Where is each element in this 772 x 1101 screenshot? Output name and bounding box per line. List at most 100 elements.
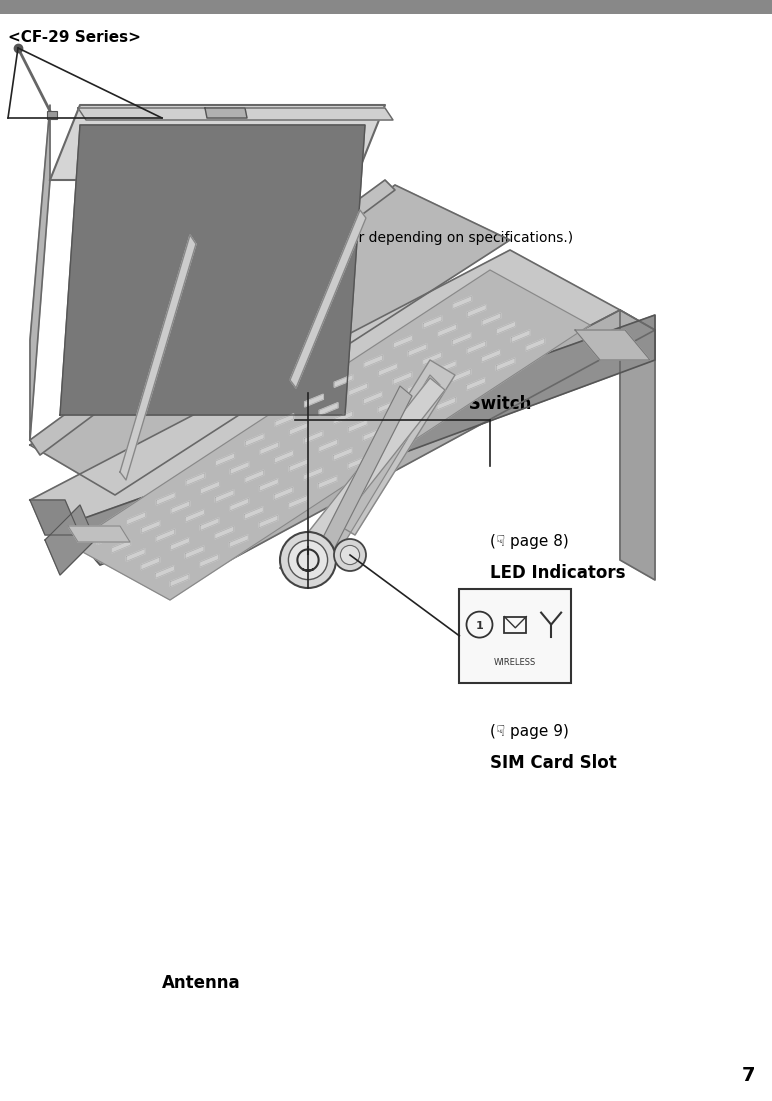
Text: <CF-29 Series>: <CF-29 Series> (8, 30, 141, 45)
Polygon shape (496, 358, 515, 371)
Polygon shape (408, 344, 427, 357)
Polygon shape (363, 428, 382, 440)
Polygon shape (259, 479, 278, 491)
Polygon shape (408, 417, 426, 429)
Polygon shape (334, 374, 353, 388)
Polygon shape (438, 324, 456, 337)
Polygon shape (185, 510, 205, 522)
Polygon shape (452, 369, 471, 382)
Polygon shape (229, 535, 248, 547)
Polygon shape (230, 498, 249, 511)
Polygon shape (408, 380, 426, 393)
Polygon shape (466, 378, 486, 390)
Polygon shape (200, 555, 218, 567)
Polygon shape (423, 316, 442, 328)
Polygon shape (364, 355, 383, 368)
Polygon shape (78, 108, 393, 120)
Polygon shape (215, 490, 234, 502)
Polygon shape (157, 492, 175, 505)
Polygon shape (275, 414, 293, 426)
Polygon shape (156, 566, 174, 578)
Polygon shape (349, 383, 367, 395)
Text: (☟ page 8): (☟ page 8) (266, 364, 345, 380)
Polygon shape (330, 375, 440, 550)
Polygon shape (60, 126, 365, 415)
Polygon shape (127, 512, 145, 525)
Polygon shape (526, 338, 544, 351)
Polygon shape (319, 439, 337, 451)
Polygon shape (45, 505, 95, 575)
Polygon shape (171, 501, 190, 513)
Polygon shape (171, 537, 189, 550)
Text: 1: 1 (476, 621, 483, 631)
Polygon shape (201, 481, 219, 494)
Polygon shape (334, 411, 353, 424)
Circle shape (289, 541, 327, 579)
Polygon shape (467, 341, 486, 353)
Polygon shape (330, 360, 455, 535)
Polygon shape (437, 397, 455, 410)
Polygon shape (140, 310, 655, 590)
Text: (☟ page 9): (☟ page 9) (490, 724, 569, 740)
Polygon shape (260, 442, 279, 455)
Text: WIRELESS: WIRELESS (494, 657, 537, 666)
Polygon shape (453, 296, 472, 308)
Polygon shape (290, 459, 308, 471)
Polygon shape (348, 456, 367, 469)
Polygon shape (305, 394, 323, 407)
Polygon shape (511, 330, 530, 342)
Polygon shape (378, 400, 397, 413)
Text: 7: 7 (741, 1066, 755, 1084)
Polygon shape (185, 546, 204, 558)
Text: LED Indicators: LED Indicators (490, 564, 626, 581)
Polygon shape (348, 419, 367, 433)
Circle shape (280, 532, 336, 588)
Bar (504, 617, 527, 633)
Bar (459, 589, 571, 683)
Polygon shape (468, 305, 486, 317)
Polygon shape (364, 392, 382, 404)
Polygon shape (259, 515, 278, 527)
Polygon shape (141, 521, 160, 533)
Polygon shape (310, 386, 412, 573)
Polygon shape (127, 548, 145, 562)
Polygon shape (620, 310, 655, 580)
Text: (☟ page 8): (☟ page 8) (490, 534, 569, 549)
Bar (0, 0, 772, 14)
Polygon shape (186, 472, 205, 486)
Polygon shape (452, 333, 471, 346)
Polygon shape (438, 361, 456, 373)
Polygon shape (112, 541, 130, 553)
Polygon shape (30, 185, 510, 495)
Polygon shape (30, 500, 175, 590)
Polygon shape (30, 179, 395, 455)
Polygon shape (30, 500, 80, 535)
Polygon shape (318, 476, 337, 489)
Polygon shape (394, 336, 412, 348)
Polygon shape (205, 108, 247, 118)
Text: SIM Card Slot: SIM Card Slot (490, 754, 617, 772)
Polygon shape (97, 532, 116, 544)
Polygon shape (289, 495, 307, 509)
Polygon shape (156, 528, 174, 542)
Polygon shape (575, 330, 650, 360)
Polygon shape (245, 506, 263, 520)
Circle shape (340, 545, 360, 565)
Polygon shape (141, 557, 160, 570)
Polygon shape (304, 430, 323, 444)
Polygon shape (245, 434, 264, 446)
Polygon shape (170, 574, 189, 587)
Polygon shape (245, 470, 263, 482)
Bar (47, 111, 57, 119)
Polygon shape (482, 349, 500, 362)
Polygon shape (68, 526, 130, 542)
Polygon shape (215, 526, 234, 539)
Polygon shape (496, 321, 516, 334)
Polygon shape (50, 105, 385, 179)
Polygon shape (320, 403, 338, 415)
Polygon shape (30, 105, 50, 440)
Polygon shape (65, 315, 655, 565)
Text: Antenna: Antenna (162, 974, 241, 992)
Polygon shape (393, 408, 411, 421)
Polygon shape (275, 450, 293, 464)
